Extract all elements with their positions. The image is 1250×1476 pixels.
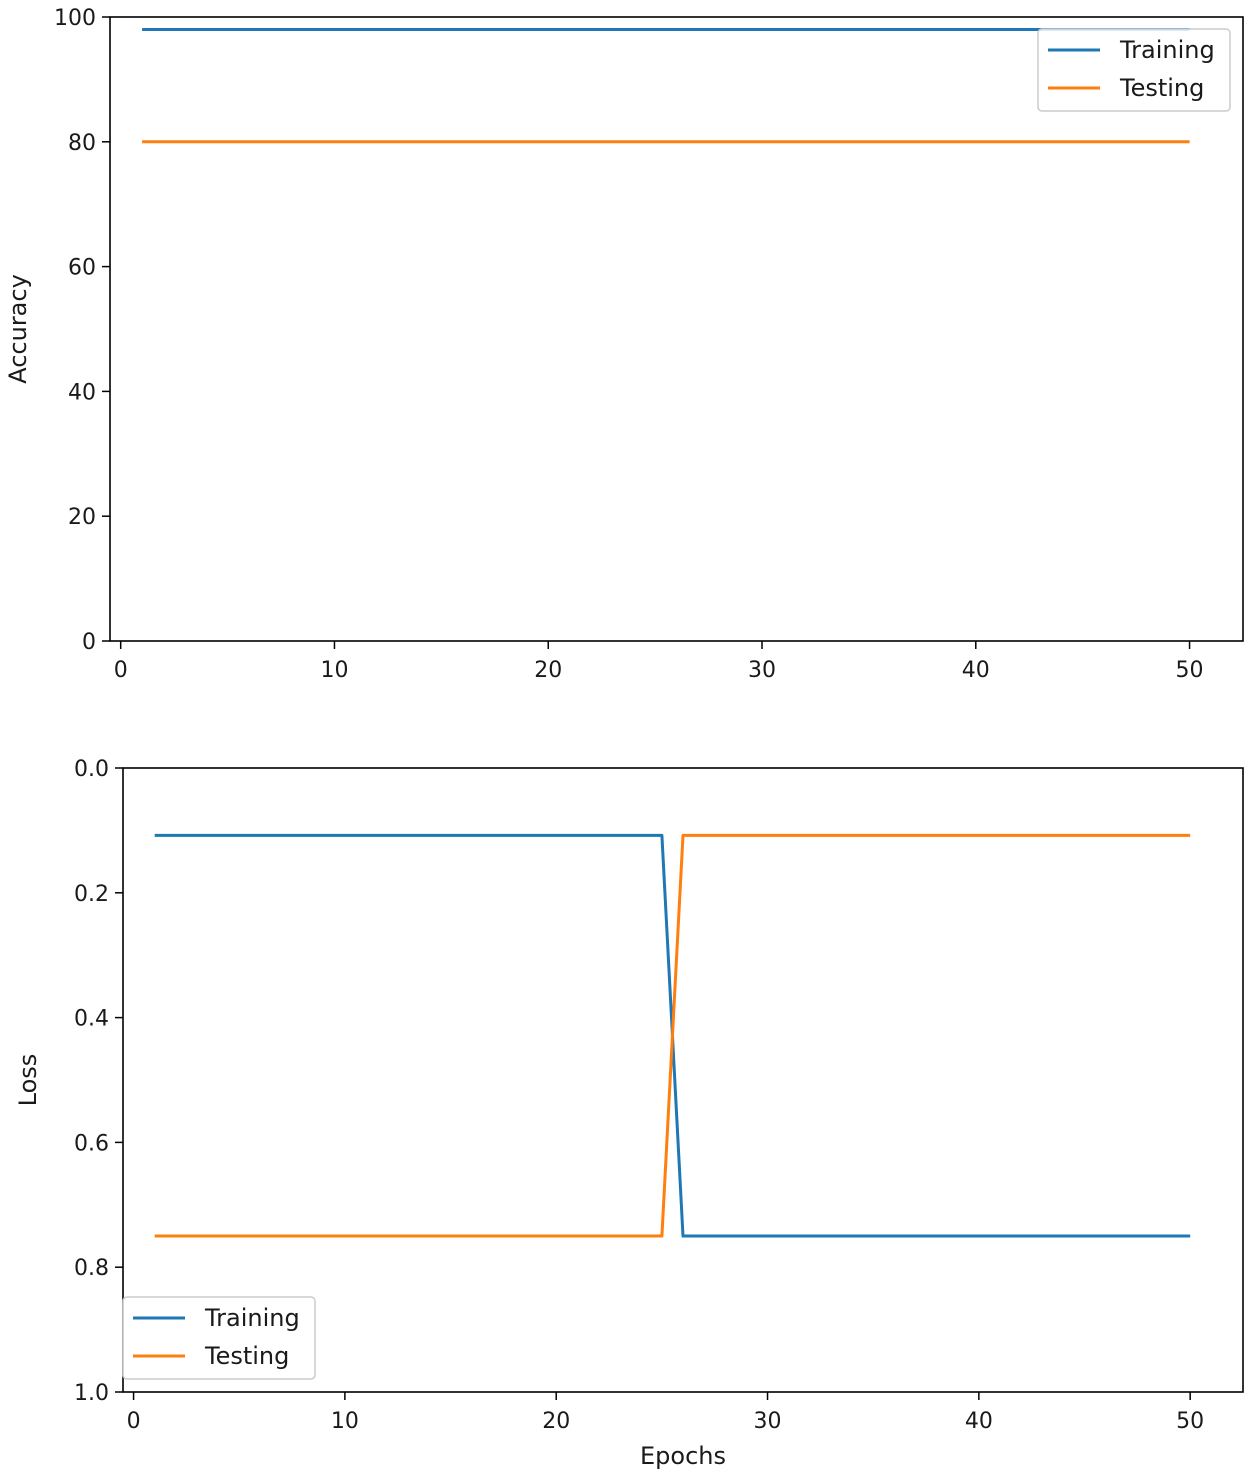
y-tick-label: 40	[68, 380, 96, 405]
legend-label-testing: Testing	[1119, 74, 1204, 102]
series-line-testing	[154, 833, 1191, 1238]
x-tick-label: 30	[748, 658, 776, 683]
plot-frame	[122, 767, 1244, 1393]
x-tick-label: 0	[127, 1409, 141, 1434]
x-tick-label: 50	[1176, 1409, 1204, 1434]
legend: Training Testing	[122, 1296, 316, 1380]
x-tick-label: 50	[1176, 658, 1204, 683]
x-tick-label: 20	[534, 658, 562, 683]
y-tick-label: 100	[54, 6, 96, 31]
y-tick-label: 60	[68, 256, 96, 281]
y-tick-label: 1.0	[74, 1381, 109, 1406]
x-tick-label: 10	[331, 1409, 359, 1434]
plot-frame	[109, 16, 1244, 642]
x-axis-label: Epochs	[640, 1442, 726, 1470]
x-tick-label: 30	[754, 1409, 782, 1434]
y-tick-label: 0.2	[74, 882, 109, 907]
y-tick-label: 0.0	[74, 757, 109, 782]
y-axis-label: Accuracy	[4, 274, 32, 384]
y-tick-label: 0	[82, 630, 96, 655]
accuracy-panel: 0 10 20 30 40 50020406080100AccuracyTrainingT…	[4, 6, 1244, 683]
y-tick-label: 0.8	[74, 1256, 109, 1281]
legend-label-training: Training	[204, 1304, 300, 1332]
legend-label-training: Training	[1119, 36, 1215, 64]
y-tick-label: 0.4	[74, 1007, 109, 1032]
y-tick-label: 0.6	[74, 1131, 109, 1156]
loss-panel: 0 10 20 30 40 50 0.0 0.2 0.4 0.6 0.8 1.0 Loss Epochs T…	[14, 757, 1244, 1470]
x-tick-label: 40	[962, 658, 990, 683]
y-axis-label: Loss	[14, 1054, 42, 1107]
x-tick-label: 0	[114, 658, 128, 683]
x-tick-label: 20	[542, 1409, 570, 1434]
y-tick-label: 80	[68, 131, 96, 156]
x-tick-label: 40	[965, 1409, 993, 1434]
y-tick-label: 20	[68, 505, 96, 530]
legend: Training Testing	[1037, 28, 1231, 112]
x-tick-label: 10	[320, 658, 348, 683]
legend-label-testing: Testing	[204, 1342, 289, 1370]
